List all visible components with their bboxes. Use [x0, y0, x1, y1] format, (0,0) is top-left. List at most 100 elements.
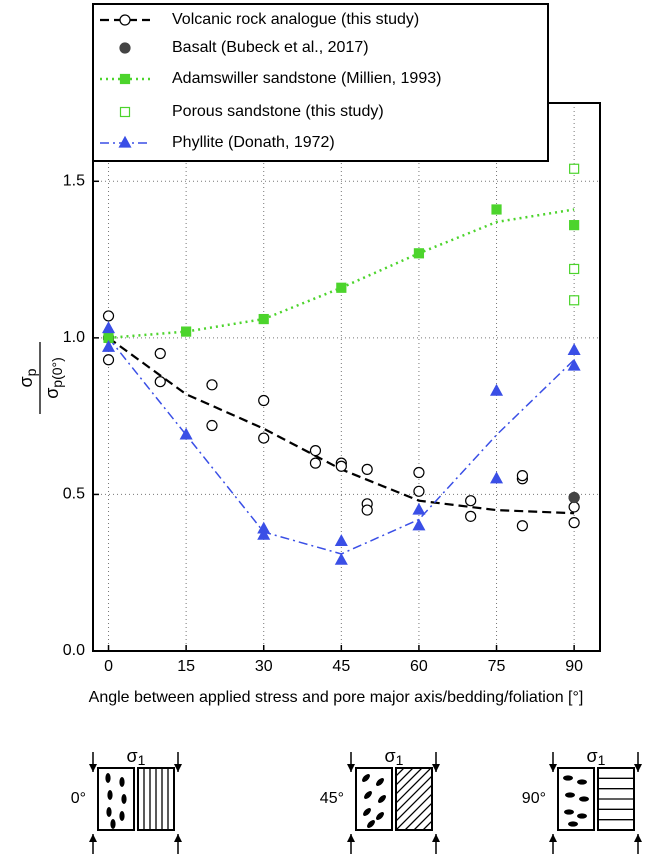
x-tick-label: 75 [488, 658, 506, 675]
layer [396, 768, 414, 786]
marker [567, 358, 581, 371]
x-tick-label: 60 [410, 658, 428, 675]
sample-pores [97, 767, 135, 831]
marker [567, 343, 581, 355]
pore [378, 795, 386, 803]
pore [577, 779, 587, 785]
pore [110, 819, 116, 829]
marker [413, 485, 425, 497]
marker [336, 282, 347, 293]
pore [565, 792, 575, 798]
legend-label: Phyllite (Donath, 1972) [172, 134, 335, 151]
marker [119, 106, 131, 118]
layer [396, 784, 432, 822]
marker [334, 552, 348, 565]
y-tick-label: 0.0 [63, 642, 85, 659]
layer [450, 760, 520, 830]
subscript: p(0°) [49, 357, 65, 388]
layer [404, 802, 432, 830]
arrow-head [634, 764, 642, 772]
layer [396, 768, 432, 804]
stress-label: σ1 [127, 746, 146, 768]
series-line [108, 208, 575, 340]
layer [396, 793, 432, 830]
arrow-head [174, 764, 182, 772]
marker [102, 321, 116, 334]
marker [258, 432, 270, 444]
y-axis-label: σp σp(0°) [16, 342, 65, 414]
marker [568, 517, 580, 529]
marker [309, 457, 322, 469]
arrow-head [432, 834, 440, 842]
sample-pores [355, 767, 393, 831]
marker [154, 347, 166, 360]
marker [119, 14, 131, 26]
marker [413, 466, 425, 479]
pore [363, 808, 371, 816]
marker [119, 73, 131, 85]
y-tick-label: 0.5 [63, 486, 85, 503]
layers [598, 777, 634, 821]
marker [568, 491, 580, 504]
angle-label: 0° [71, 790, 86, 807]
plot-frame [92, 102, 601, 652]
subscript: p [23, 368, 39, 376]
x-tick-label: 15 [177, 658, 195, 675]
layers [143, 768, 169, 830]
symbol: σ [385, 746, 396, 766]
marker [568, 501, 580, 513]
stress-label: σ1 [587, 746, 606, 768]
arrow-head [432, 764, 440, 772]
angle-label: 90° [522, 790, 546, 807]
marker [412, 518, 426, 531]
marker [361, 463, 373, 475]
arrow-head [347, 764, 355, 772]
plot-area: 0 15 30 45 60 75 90 0.0 0.5 1.0 1.5 [63, 102, 601, 675]
y-label-denominator: σp(0°) [42, 357, 65, 399]
pore [105, 773, 111, 783]
series-line [107, 337, 575, 555]
marker [154, 376, 166, 388]
marker [206, 379, 218, 391]
arrow-head [174, 834, 182, 842]
layer [413, 811, 432, 830]
symbol: σ [42, 388, 62, 399]
marker [309, 444, 322, 457]
layer [459, 760, 529, 830]
layer [396, 768, 423, 795]
x-tick-label: 30 [255, 658, 273, 675]
marker [361, 504, 373, 516]
marker [257, 527, 271, 540]
subscript: 1 [396, 752, 404, 768]
arrow-head [549, 834, 557, 842]
marker [119, 42, 131, 54]
layer [422, 820, 432, 830]
symbol: σ [127, 746, 138, 766]
symbol: σ [587, 746, 598, 766]
subscript: 1 [138, 752, 146, 768]
marker [258, 394, 270, 407]
marker [516, 520, 528, 532]
pore [119, 811, 125, 821]
pore [563, 775, 573, 781]
layer [396, 775, 432, 813]
pore [367, 820, 375, 828]
marker [490, 471, 504, 484]
subscript: 1 [598, 752, 606, 768]
arrow-head [549, 764, 557, 772]
marker [412, 502, 426, 515]
symbol: σ [16, 376, 36, 387]
marker [516, 470, 528, 482]
marker [258, 313, 269, 325]
marker [569, 295, 580, 306]
arrow-head [89, 764, 97, 772]
marker [181, 326, 192, 337]
arrow-head [634, 834, 642, 842]
marker [569, 163, 580, 174]
y-label-numerator: σp [16, 368, 39, 387]
marker [413, 248, 425, 259]
x-tick-label: 45 [332, 658, 350, 675]
marker [465, 510, 477, 522]
arrow-head [89, 834, 97, 842]
